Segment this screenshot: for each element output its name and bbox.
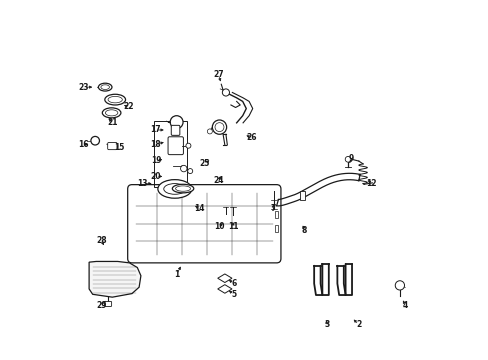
Circle shape [207,129,212,134]
Text: 2: 2 [355,320,361,329]
Text: 4: 4 [402,301,407,310]
Text: 5: 5 [231,290,236,299]
Circle shape [345,157,350,162]
Text: 28: 28 [96,236,107,245]
FancyBboxPatch shape [107,143,117,150]
Ellipse shape [172,184,193,193]
Ellipse shape [158,180,191,198]
Ellipse shape [105,110,118,116]
Text: 3: 3 [324,320,328,329]
Text: 26: 26 [246,133,256,142]
Text: 13: 13 [137,179,148,188]
Text: 21: 21 [107,118,117,127]
Text: 11: 11 [227,222,238,231]
Text: 20: 20 [150,172,161,181]
Text: 24: 24 [213,176,224,185]
Text: 15: 15 [114,143,124,152]
FancyBboxPatch shape [168,137,183,155]
Bar [299,191,304,200]
Text: 18: 18 [150,140,160,149]
Circle shape [222,89,229,96]
Text: 16: 16 [79,140,89,149]
Bar [274,225,278,232]
FancyBboxPatch shape [171,125,180,135]
Polygon shape [217,274,231,283]
Ellipse shape [212,120,226,134]
FancyBboxPatch shape [127,185,281,263]
Text: 17: 17 [150,126,160,135]
Circle shape [187,168,192,174]
Text: 23: 23 [79,83,89,92]
Circle shape [170,116,183,129]
Ellipse shape [215,123,224,132]
Text: 6: 6 [231,279,236,288]
Ellipse shape [101,85,109,89]
Circle shape [180,165,186,172]
Text: 9: 9 [348,154,354,163]
Circle shape [91,136,99,145]
Text: 8: 8 [301,225,306,234]
Ellipse shape [163,184,185,194]
Text: 22: 22 [123,102,133,111]
Circle shape [185,143,190,148]
Text: 19: 19 [150,156,161,165]
Text: 25: 25 [199,159,209,168]
Text: 27: 27 [213,70,224,79]
Text: 12: 12 [366,179,376,188]
Bar [274,211,278,217]
Text: 14: 14 [193,204,204,213]
Text: 7: 7 [270,204,275,213]
Ellipse shape [108,96,122,103]
Ellipse shape [102,108,121,118]
Ellipse shape [104,94,125,105]
Text: 10: 10 [214,222,224,231]
Bar [154,121,186,187]
Ellipse shape [98,83,112,91]
Ellipse shape [175,186,190,191]
Circle shape [394,281,404,290]
Text: 29: 29 [96,301,107,310]
Polygon shape [89,261,141,297]
Polygon shape [217,285,231,293]
FancyBboxPatch shape [104,301,111,306]
Text: 1: 1 [174,270,179,279]
